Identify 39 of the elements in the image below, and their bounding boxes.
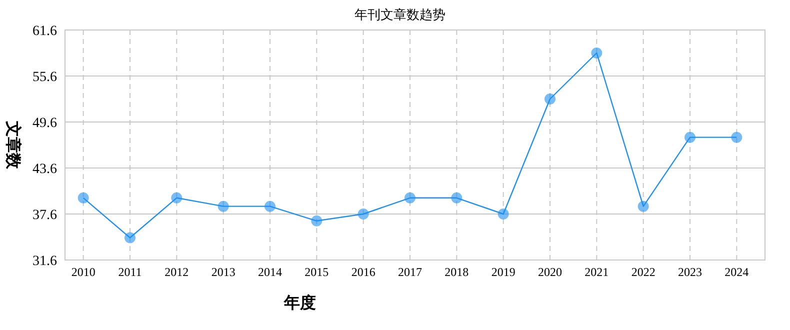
y-tick-label: 61.6: [32, 24, 57, 39]
point: [731, 132, 742, 143]
point: [218, 200, 229, 212]
point: [311, 215, 322, 226]
x-tick-label: 2024: [724, 265, 749, 279]
y-axis-title: 文章数: [4, 120, 22, 170]
x-tick-label: 2016: [351, 265, 376, 279]
y-tick-label: 37.6: [32, 208, 57, 223]
x-tick-label: 2017: [398, 265, 422, 279]
x-tick-label: 2023: [678, 265, 702, 279]
x-tick-label: 2013: [211, 265, 236, 279]
point: [264, 200, 276, 212]
point: [124, 232, 136, 244]
point: [498, 208, 509, 220]
point: [544, 94, 556, 104]
point: [358, 208, 369, 220]
x-tick-label: 2012: [164, 265, 189, 279]
x-tick-label: 2010: [71, 265, 96, 279]
point: [591, 48, 602, 58]
x-tick-label: 2011: [118, 265, 142, 279]
point: [684, 132, 696, 143]
x-tick-label: 2019: [491, 265, 516, 279]
x-tick-label: 2020: [538, 265, 562, 279]
x-tick-label: 2021: [584, 265, 609, 279]
point: [171, 192, 182, 204]
point: [451, 192, 462, 204]
x-axis-title: 年度: [283, 293, 316, 312]
x-tick-label: 2014: [258, 265, 282, 279]
point: [78, 192, 89, 204]
x-tick-label: 2022: [631, 265, 656, 279]
x-tick-label: 2018: [444, 265, 469, 279]
chart-title: 年刊文章数趋势: [354, 7, 446, 22]
point: [404, 192, 416, 204]
y-tick-label: 43.6: [32, 162, 57, 177]
y-tick-label: 49.6: [32, 116, 57, 131]
x-tick-label: 2015: [304, 265, 329, 279]
y-tick-label: 55.6: [32, 70, 57, 85]
y-tick-label: 31.6: [32, 254, 57, 269]
point: [638, 200, 649, 212]
